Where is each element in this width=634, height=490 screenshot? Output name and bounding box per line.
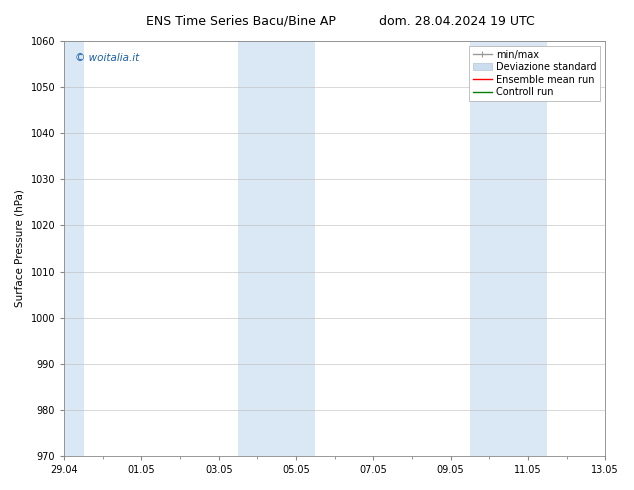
Legend: min/max, Deviazione standard, Ensemble mean run, Controll run: min/max, Deviazione standard, Ensemble m… — [469, 46, 600, 101]
Text: © woitalia.it: © woitalia.it — [75, 53, 139, 64]
Text: ENS Time Series Bacu/Bine AP: ENS Time Series Bacu/Bine AP — [146, 15, 336, 28]
Y-axis label: Surface Pressure (hPa): Surface Pressure (hPa) — [15, 190, 25, 307]
Bar — [470, 41, 547, 456]
Bar — [64, 41, 84, 456]
Text: dom. 28.04.2024 19 UTC: dom. 28.04.2024 19 UTC — [378, 15, 534, 28]
Bar — [238, 41, 315, 456]
